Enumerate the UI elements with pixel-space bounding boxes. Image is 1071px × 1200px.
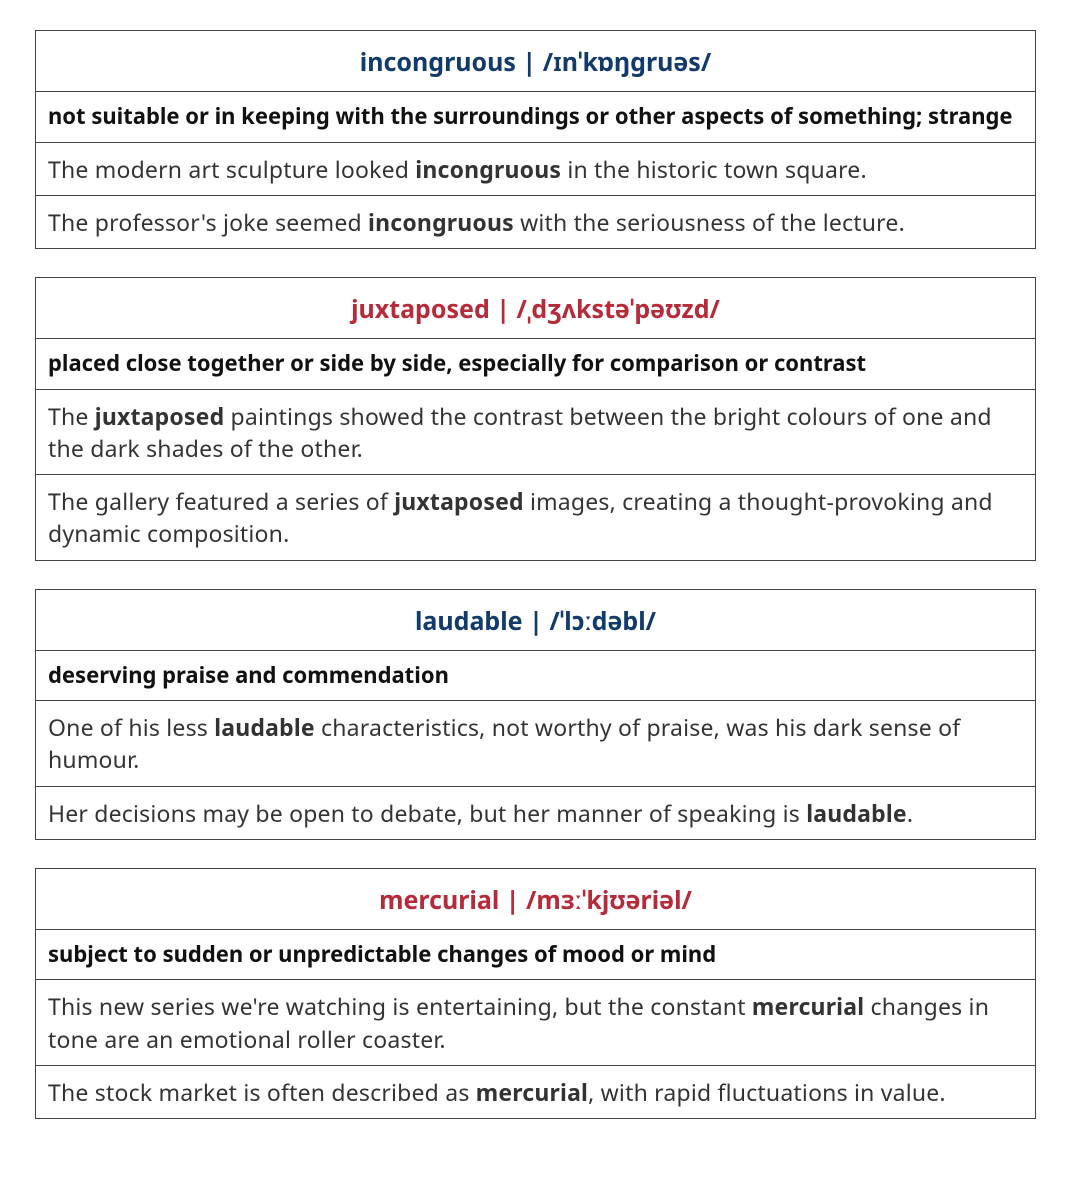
word: juxtaposed <box>351 292 490 326</box>
example-sentence: Her decisions may be open to debate, but… <box>36 786 1035 839</box>
example-before: The <box>48 400 95 432</box>
example-sentence: The modern art sculpture looked incongru… <box>36 143 1035 195</box>
example-sentence: One of his less laudable characteristics… <box>36 701 1035 785</box>
vocab-entry: mercurial | /mɜːˈkjʊəriəl/subject to sud… <box>35 868 1036 1119</box>
example-keyword: juxtaposed <box>394 485 524 517</box>
example-sentence: This new series we're watching is entert… <box>36 980 1035 1064</box>
example-keyword: incongruous <box>368 206 514 238</box>
example-sentence: The juxtaposed paintings showed the cont… <box>36 390 1035 474</box>
entry-header: mercurial | /mɜːˈkjʊəriəl/ <box>36 869 1035 930</box>
example-after: . <box>907 797 913 829</box>
definition: placed close together or side by side, e… <box>36 339 1035 390</box>
example-keyword: mercurial <box>752 990 864 1022</box>
pronunciation: /ˌdʒʌkstəˈpəʊzd/ <box>517 292 720 326</box>
example-before: This new series we're watching is entert… <box>48 990 752 1022</box>
vocabulary-list: incongruous | /ɪnˈkɒŋɡruəs/not suitable … <box>35 30 1036 1119</box>
pronunciation: /ɪnˈkɒŋɡruəs/ <box>543 45 712 79</box>
entry-header: laudable | /ˈlɔːdəbl/ <box>36 590 1035 651</box>
example-before: The professor's joke seemed <box>48 206 368 238</box>
example-before: The modern art sculpture looked <box>48 153 415 185</box>
example-before: Her decisions may be open to debate, but… <box>48 797 806 829</box>
vocab-entry: laudable | /ˈlɔːdəbl/deserving praise an… <box>35 589 1036 840</box>
entry-header: incongruous | /ɪnˈkɒŋɡruəs/ <box>36 31 1035 92</box>
definition: deserving praise and commendation <box>36 651 1035 702</box>
example-after: with the seriousness of the lecture. <box>514 206 905 238</box>
example-after: , with rapid fluctuations in value. <box>588 1076 946 1108</box>
example-before: The gallery featured a series of <box>48 485 394 517</box>
example-before: The stock market is often described as <box>48 1076 476 1108</box>
pronunciation: /mɜːˈkjʊəriəl/ <box>526 883 692 917</box>
vocab-entry: juxtaposed | /ˌdʒʌkstəˈpəʊzd/placed clos… <box>35 277 1036 560</box>
example-keyword: juxtaposed <box>95 400 225 432</box>
pronunciation: /ˈlɔːdəbl/ <box>549 604 656 638</box>
word: laudable <box>415 604 523 638</box>
example-sentence: The stock market is often described as m… <box>36 1065 1035 1118</box>
definition: not suitable or in keeping with the surr… <box>36 92 1035 143</box>
example-after: in the historic town square. <box>561 153 867 185</box>
definition: subject to sudden or unpredictable chang… <box>36 930 1035 981</box>
example-keyword: mercurial <box>476 1076 588 1108</box>
entry-header: juxtaposed | /ˌdʒʌkstəˈpəʊzd/ <box>36 278 1035 339</box>
example-sentence: The professor's joke seemed incongruous … <box>36 195 1035 248</box>
word: incongruous <box>360 45 516 79</box>
example-keyword: laudable <box>806 797 907 829</box>
example-keyword: incongruous <box>415 153 561 185</box>
example-sentence: The gallery featured a series of juxtapo… <box>36 474 1035 559</box>
example-keyword: laudable <box>214 711 315 743</box>
vocab-entry: incongruous | /ɪnˈkɒŋɡruəs/not suitable … <box>35 30 1036 249</box>
example-before: One of his less <box>48 711 214 743</box>
word: mercurial <box>379 883 499 917</box>
